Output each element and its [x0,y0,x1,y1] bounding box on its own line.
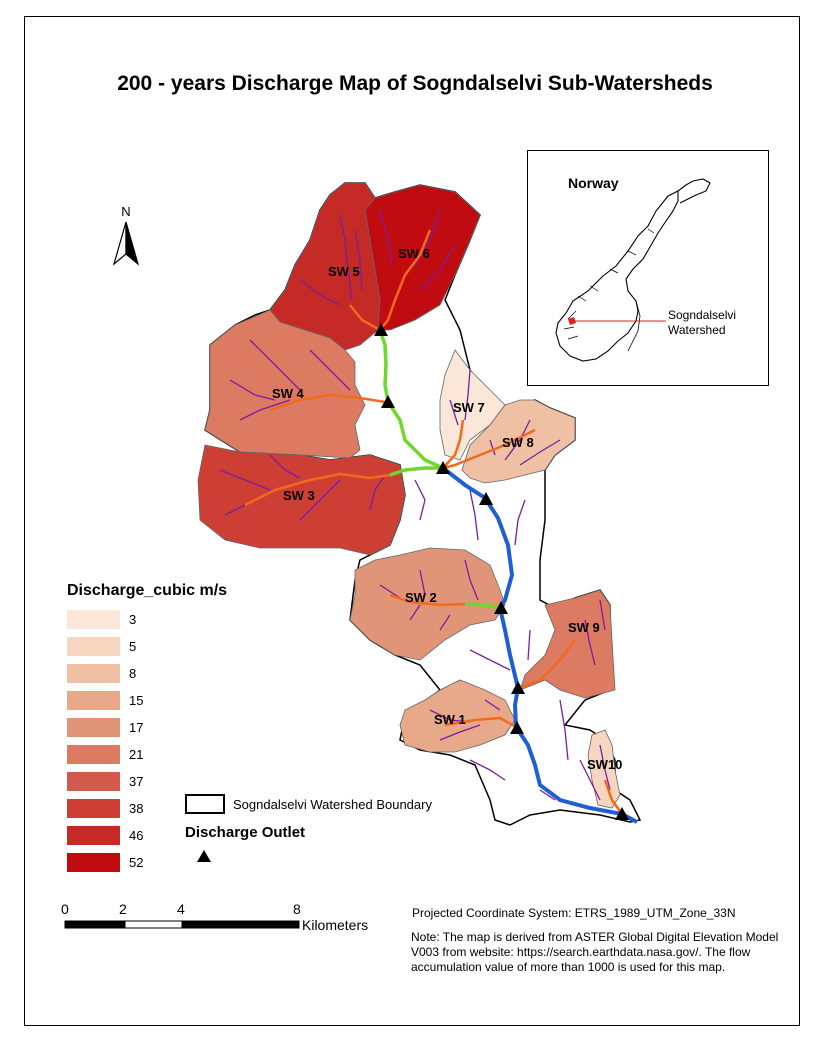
legend-value: 3 [129,612,137,627]
tributaries [244,229,624,815]
sw-label: SW 6 [398,246,430,261]
sw-label: SW 2 [405,590,437,605]
discharge-outlets [374,323,629,820]
map-frame [24,16,800,1026]
legend-swatch [67,718,120,737]
legend-swatch [67,745,120,764]
outlet-marker [615,807,629,820]
legend-value: 37 [129,774,144,789]
legend-value: 17 [129,720,144,735]
subwatershed-sw9 [519,589,616,699]
boundary-symbol [185,794,225,814]
source-note: Note: The map is derived from ASTER Glob… [411,930,779,974]
legend-class-row: 21 [67,745,267,765]
legend-value: 38 [129,801,144,816]
scale-bar: 0 2 4 8 Kilometers [61,901,368,933]
legend-class-row: 8 [67,664,267,684]
legend-swatch [67,826,120,845]
legend-swatch [67,610,120,629]
scale-tick: 4 [177,901,185,917]
legend-value: 8 [129,666,137,681]
outlet-marker [436,461,450,474]
north-arrow: N [108,204,144,268]
legend-swatch [67,853,120,872]
sw-label: SW 7 [453,400,485,415]
legend-value: 52 [129,855,144,870]
north-arrow-icon [112,221,140,266]
subwatershed-sw7 [439,349,506,461]
legend-class-row: 46 [67,826,267,846]
legend-value: 21 [129,747,144,762]
outlet-marker [374,323,388,336]
outlet-triangle-icon [197,850,211,862]
legend-value: 5 [129,639,137,654]
legend-swatch [67,799,120,818]
outlet-marker [510,721,524,734]
scale-tick: 2 [119,901,127,917]
outlet-legend-title: Discharge Outlet [185,824,306,841]
sw-label: SW 5 [328,264,360,279]
sw-label: SW 8 [502,435,534,450]
north-label: N [121,204,131,219]
inset-country-label: Norway [568,175,619,191]
legend-swatch [67,664,120,683]
subwatershed-sw4 [204,309,366,459]
map-title: 200 - years Discharge Map of Sogndalselv… [117,72,713,95]
legend-class-row: 52 [67,853,267,873]
subwatershed-sw1 [399,679,516,753]
outlet-marker [381,395,395,408]
scale-tick: 8 [293,901,301,917]
legend-class-row: 37 [67,772,267,792]
legend-class-row: 17 [67,718,267,738]
scale-tick: 0 [61,901,69,917]
main-channel [441,466,638,824]
legend-swatch [67,772,120,791]
outlet-marker [511,681,525,694]
legend-class-row: 15 [67,691,267,711]
legend-value: 15 [129,693,144,708]
legend-class-row: 5 [67,637,267,657]
sw-label: SW10 [587,757,622,772]
legend-class-row: 38 [67,799,267,819]
inset-watershed-label: Sogndalselvi Watershed [668,308,737,337]
projection-text: Projected Coordinate System: ETRS_1989_U… [412,906,736,920]
outlet-marker [494,601,508,614]
scale-unit: Kilometers [302,917,368,933]
sw-label: SW 1 [434,712,466,727]
legend-title: Discharge_cubic m/s [67,582,228,599]
sw-label: SW 4 [272,386,305,401]
inset-locator-map: Norway Sogndalselvi Watershed [527,150,769,386]
sw-label: SW 3 [283,488,315,503]
legend-swatch [67,637,120,656]
subwatershed-sw10 [587,729,621,809]
legend-value: 46 [129,828,144,843]
sw-label: SW 9 [568,620,600,635]
legend-swatch [67,691,120,710]
legend-class-row: 3 [67,610,267,630]
outlet-marker [479,492,493,505]
boundary-label: Sogndalselvi Watershed Boundary [233,797,432,812]
norway-outline [555,178,711,362]
subwatershed-sw3 [197,444,406,556]
